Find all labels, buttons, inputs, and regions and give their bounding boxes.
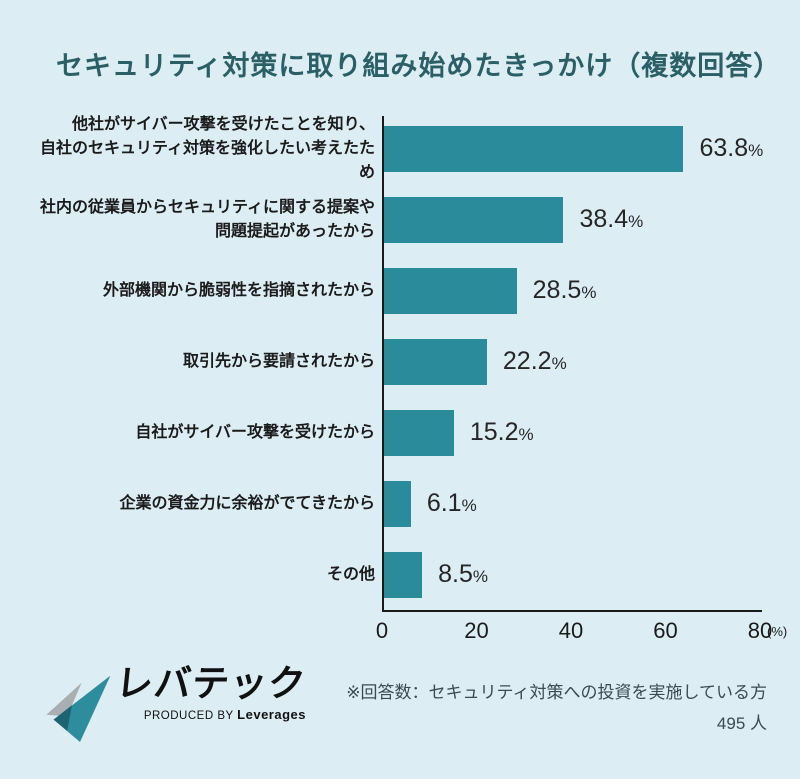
- y-axis-line: [382, 116, 384, 612]
- bar: [382, 480, 411, 527]
- logo-wordmark: レバテック: [113, 663, 309, 704]
- value-label: 22.2%: [502, 347, 567, 375]
- x-tick-label: 60: [653, 618, 678, 643]
- bar: [382, 409, 454, 456]
- bar-plot-area: 38.4%: [382, 184, 760, 255]
- x-tick-label: 40: [558, 618, 584, 643]
- bar-row: 他社がサイバー攻撃を受けたことを知り、 自社のセキュリティ対策を強化したい考えたた…: [30, 113, 775, 184]
- x-tick-label: 20: [464, 618, 489, 643]
- paper-plane-logo-icon: [46, 675, 111, 742]
- bar-rows: 他社がサイバー攻撃を受けたことを知り、 自社のセキュリティ対策を強化したい考えたた…: [30, 113, 775, 610]
- bar-plot-area: 15.2%: [382, 397, 760, 468]
- bar-plot-area: 8.5%: [382, 539, 760, 610]
- bar-row: その他 8.5%: [30, 539, 775, 610]
- chart-title: セキュリティ対策に取り組み始めたきっかけ（複数回答）: [56, 51, 782, 81]
- value-label: 15.2%: [469, 418, 534, 446]
- levtech-logo: レバテック PRODUCED BY Leverages: [40, 663, 309, 746]
- bar-row: 社内の従業員からセキュリティに関する提案や 問題提起があったから 38.4%: [30, 184, 775, 255]
- x-tick-label: 0: [375, 618, 389, 643]
- value-label: 63.8%: [699, 134, 764, 162]
- value-label: 38.4%: [579, 205, 644, 233]
- category-label: 社内の従業員からセキュリティに関する提案や 問題提起があったから: [39, 198, 375, 240]
- bar-row: 取引先から要請されたから 22.2%: [30, 326, 775, 397]
- bar-row: 自社がサイバー攻撃を受けたから 15.2%: [30, 397, 775, 468]
- bar: [382, 125, 684, 172]
- bar: [382, 551, 423, 598]
- x-axis-line: [382, 610, 762, 612]
- note-line1: ※回答数：セキュリティ対策への投資を実施している方: [346, 683, 767, 702]
- bar-chart: 他社がサイバー攻撃を受けたことを知り、 自社のセキュリティ対策を強化したい考えたた…: [30, 113, 787, 653]
- value-label: 28.5%: [532, 276, 597, 304]
- category-label: 他社がサイバー攻撃を受けたことを知り、 自社のセキュリティ対策を強化したい考えたた…: [39, 115, 375, 181]
- bar: [382, 338, 487, 385]
- value-label: 6.1%: [426, 489, 477, 517]
- survey-note: ※回答数：セキュリティ対策への投資を実施している方 495 人: [346, 678, 767, 739]
- bar: [382, 267, 517, 314]
- category-label: 企業の資金力に余裕がでてきたから: [119, 494, 375, 512]
- category-label: その他: [326, 565, 375, 583]
- bar-row: 企業の資金力に余裕がでてきたから 6.1%: [30, 468, 775, 539]
- category-label: 外部機関から脆弱性を指摘されたから: [102, 281, 375, 299]
- bar-plot-area: 28.5%: [382, 255, 760, 326]
- bar-plot-area: 6.1%: [382, 468, 760, 539]
- logo-subtext-brand: Leverages: [237, 706, 306, 722]
- value-label: 8.5%: [438, 560, 489, 588]
- bar-plot-area: 22.2%: [382, 326, 760, 397]
- logo-subtext-prefix: PRODUCED BY: [143, 709, 234, 722]
- bar-row: 外部機関から脆弱性を指摘されたから 28.5%: [30, 255, 775, 326]
- bar-plot-area: 63.8%: [382, 113, 764, 184]
- bar: [382, 196, 564, 243]
- logo-subtext: PRODUCED BY Leverages: [116, 707, 306, 722]
- x-axis-ticks: 0 20 40 60 80: [30, 618, 775, 648]
- x-axis-unit-label: (%): [767, 624, 788, 639]
- note-line2: 495 人: [716, 713, 767, 733]
- logo-text-block: レバテック PRODUCED BY Leverages: [113, 663, 309, 722]
- category-label: 自社がサイバー攻撃を受けたから: [135, 423, 375, 441]
- x-tick-label: 80: [747, 618, 773, 643]
- category-label: 取引先から要請されたから: [182, 352, 375, 370]
